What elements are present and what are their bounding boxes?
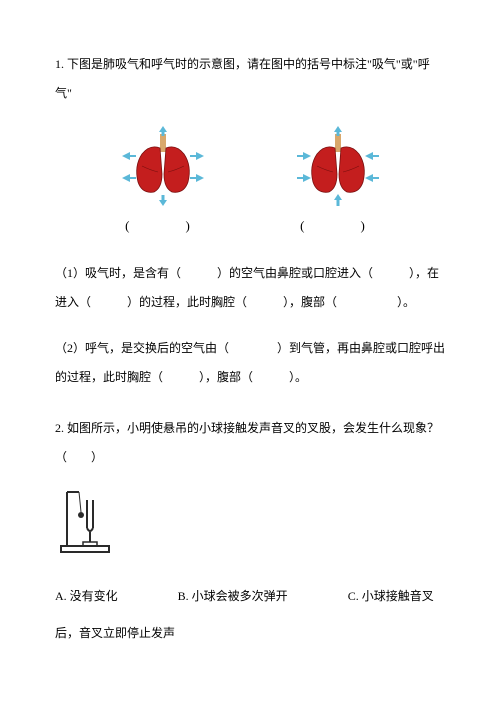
lung-exhale-diagram xyxy=(293,126,383,206)
lung-inhale-diagram xyxy=(118,126,208,206)
q1-fill2: （2）呼气，是交换后的空气由（ ）到气管，再由鼻腔或口腔呼出的过程，此时胸腔（ … xyxy=(55,334,445,392)
q2-prompt: 2. 如图所示，小明使悬吊的小球接触发声音叉的叉股，会发生什么现象？（ ） xyxy=(55,414,445,472)
lung-right-item: ( ) xyxy=(293,126,383,241)
lung-right-bracket: ( ) xyxy=(300,210,375,241)
tuning-fork-diagram xyxy=(55,486,445,567)
q2-cont: 后，音叉立即停止发声 xyxy=(55,619,445,648)
q1-fill1: （1）吸气时，是含有（ ）的空气由鼻腔或口腔进入（ ），在进入（ ）的过程，此时… xyxy=(55,259,445,317)
lungs-row: ( ) ( ) xyxy=(55,126,445,241)
lung-left-item: ( ) xyxy=(118,126,208,241)
q2-optC: C. 小球接触音叉 xyxy=(348,582,434,611)
lung-left-bracket: ( ) xyxy=(125,210,200,241)
q1-prompt: 1. 下图是肺吸气和呼气时的示意图，请在图中的括号中标注"吸气"或"呼气" xyxy=(55,50,445,108)
q2-optA: A. 没有变化 xyxy=(55,582,118,611)
q2-optB: B. 小球会被多次弹开 xyxy=(178,582,288,611)
q2-options: A. 没有变化 B. 小球会被多次弹开 C. 小球接触音叉 xyxy=(55,582,445,611)
